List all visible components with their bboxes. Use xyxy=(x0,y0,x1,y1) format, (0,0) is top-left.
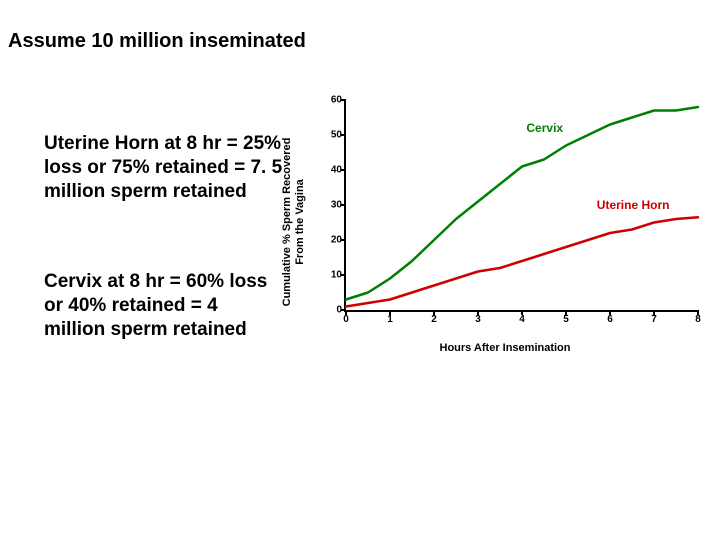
ytick-label: 40 xyxy=(331,164,342,175)
cervix-text: Cervix at 8 hr = 60% loss or 40% retaine… xyxy=(44,270,284,341)
xtick-label: 5 xyxy=(563,314,569,325)
xtick-label: 7 xyxy=(651,314,657,325)
uterine-horn-text: Uterine Horn at 8 hr = 25% loss or 75% r… xyxy=(44,132,284,203)
ytick-label: 60 xyxy=(331,95,342,106)
series-label-cervix: Cervix xyxy=(526,121,563,135)
y-axis-label: Cumulative % Sperm Recovered From the Va… xyxy=(281,138,307,307)
ytick-label: 30 xyxy=(331,200,342,211)
xtick-label: 1 xyxy=(387,314,393,325)
xtick-label: 8 xyxy=(695,314,701,325)
ytick-label: 50 xyxy=(331,129,342,140)
xtick-label: 6 xyxy=(607,314,613,325)
xtick-label: 2 xyxy=(431,314,437,325)
series-label-uterine-horn: Uterine Horn xyxy=(597,198,670,212)
chart-container: Cumulative % Sperm Recovered From the Va… xyxy=(300,92,710,352)
ytick-label: 0 xyxy=(336,305,342,316)
series-line-uterine-horn xyxy=(346,217,698,306)
xtick-label: 3 xyxy=(475,314,481,325)
ytick-label: 20 xyxy=(331,234,342,245)
page-title: Assume 10 million inseminated xyxy=(8,30,306,53)
xtick-label: 4 xyxy=(519,314,525,325)
plot-area: 0102030405060012345678CervixUterine Horn xyxy=(344,100,698,312)
ytick-label: 10 xyxy=(331,270,342,281)
x-axis-label: Hours After Insemination xyxy=(300,342,710,354)
xtick-label: 0 xyxy=(343,314,349,325)
